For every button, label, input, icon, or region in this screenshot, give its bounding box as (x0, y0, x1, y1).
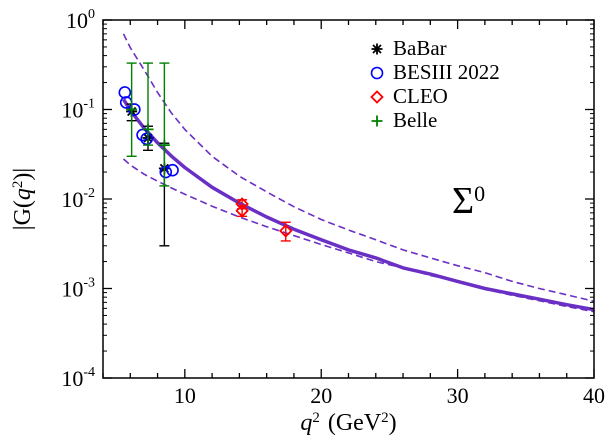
marker-plus (126, 104, 138, 115)
x-tick-label: 20 (310, 383, 332, 408)
y-tick-label-base: 10 (61, 187, 83, 212)
y-tick-label: 100 (66, 7, 95, 33)
x-tick-label: 10 (174, 383, 196, 408)
series-belle (126, 62, 170, 187)
y-label-pre: |G( (10, 200, 36, 230)
legend-label: CLEO (393, 84, 448, 108)
marker-circle (166, 163, 179, 177)
y-tick-label: 10-1 (61, 97, 95, 123)
marker-circle (370, 66, 384, 80)
y-tick-label: 10-2 (61, 186, 95, 212)
marker-diamond (235, 203, 249, 218)
y-tick-label-exp: 0 (88, 7, 95, 22)
marker-diamond (370, 90, 384, 104)
x-label-base: q (300, 410, 312, 435)
y-tick-label-exp: -4 (83, 365, 95, 380)
legend-item: Belle (371, 108, 437, 132)
annotation-sup: 0 (474, 181, 485, 206)
y-tick-label: 10-3 (61, 276, 95, 302)
curve-central (122, 98, 594, 312)
y-tick-label-base: 10 (61, 98, 83, 123)
theory-curves (122, 33, 594, 313)
x-label-sup: 2 (312, 410, 320, 426)
legend-item: CLEO (370, 84, 448, 108)
data-points (118, 62, 293, 247)
y-tick-label-exp: -2 (83, 186, 95, 201)
curve-upper-band (122, 33, 594, 303)
marker-circle (118, 86, 132, 99)
plot-frame (102, 19, 595, 379)
marker-circle (140, 132, 153, 146)
y-tick-label: 10-4 (61, 365, 95, 391)
legend-item: BESIII 2022 (370, 60, 500, 84)
marker-asterisk (371, 43, 383, 55)
y-tick-label-base: 10 (66, 8, 88, 33)
x-label-unit-post: ) (389, 410, 397, 435)
marker-plus (158, 139, 170, 151)
y-tick-label-exp: -3 (83, 276, 95, 291)
curve-lower-band (122, 158, 594, 313)
x-label-unit-pre: (GeV (328, 410, 382, 435)
annotation-symbol: Σ (452, 180, 474, 222)
legend-label: Belle (393, 108, 437, 132)
marker-plus (142, 123, 154, 135)
y-tick-label-exp: -1 (83, 97, 95, 112)
x-tick-label: 40 (583, 383, 605, 408)
y-label-sup: 2 (10, 181, 26, 189)
series-cleo (235, 197, 293, 242)
y-tick-label-base: 10 (61, 277, 83, 302)
marker-diamond (278, 224, 293, 238)
marker-circle (159, 165, 173, 179)
y-tick-label-base: 10 (61, 366, 83, 391)
x-tick-label: 30 (447, 383, 469, 408)
y-axis-label: |G(q2)| (10, 168, 36, 230)
y-label-post: )| (10, 168, 36, 181)
marker-plus (371, 115, 383, 127)
legend-label: BaBar (393, 36, 447, 60)
legend-item: BaBar (371, 36, 447, 60)
x-label-unit-sup: 2 (381, 410, 389, 426)
x-axis-label: q2 (GeV2) (300, 410, 396, 435)
y-label-base: q (10, 188, 36, 200)
legend-label: BESIII 2022 (393, 60, 500, 84)
sigma-zero-annotation: Σ0 (452, 180, 485, 222)
